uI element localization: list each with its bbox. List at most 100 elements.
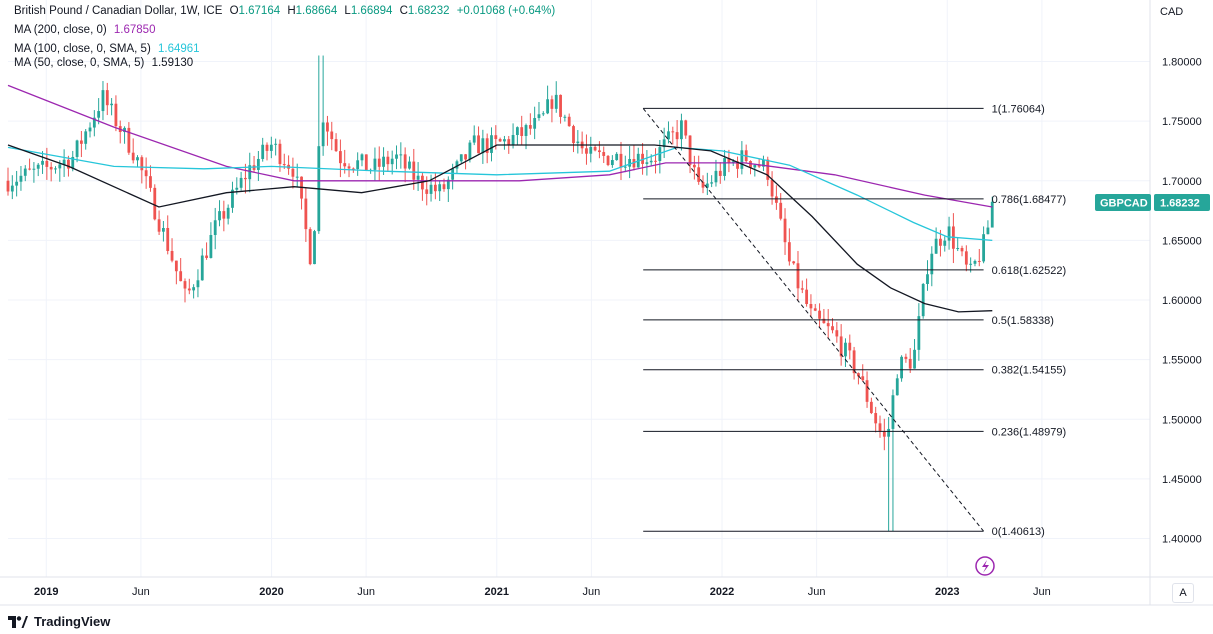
- candle-body: [209, 235, 213, 258]
- x-tick-label: Jun: [132, 586, 150, 598]
- candle-body: [593, 146, 597, 151]
- candle-body: [390, 158, 394, 165]
- candle-body: [563, 116, 567, 118]
- candle-body: [511, 135, 515, 146]
- candle-body: [921, 284, 925, 317]
- candle-body: [844, 342, 847, 357]
- candle-body: [28, 168, 31, 170]
- candle-body: [770, 179, 774, 197]
- legend-change: +0.01068 (+0.64%): [456, 5, 556, 17]
- candle-body: [412, 161, 416, 180]
- ma50-label: MA (50, close, 0, SMA, 5): [14, 57, 145, 69]
- legend-ma50[interactable]: MA (50, close, 0, SMA, 5) 1.59130: [14, 57, 197, 69]
- candle-body: [472, 135, 476, 143]
- legend-ma200[interactable]: MA (200, close, 0) 1.67850: [14, 24, 159, 36]
- y-tick-label: 1.55000: [1162, 355, 1202, 367]
- candle-body: [127, 127, 131, 153]
- candle-body: [710, 182, 714, 184]
- candle-body: [977, 260, 981, 262]
- currency-label: CAD: [1160, 6, 1184, 18]
- candle-body: [727, 158, 731, 164]
- legend-ma100[interactable]: MA (100, close, 0, SMA, 5) 1.64961: [14, 43, 204, 55]
- candle-body: [274, 143, 278, 145]
- candle-body: [723, 158, 726, 176]
- candle-body: [459, 154, 463, 162]
- candle-body: [19, 175, 23, 182]
- candle-body: [92, 117, 96, 128]
- brand-name[interactable]: TradingView: [34, 614, 111, 629]
- events-icon[interactable]: [975, 556, 995, 576]
- candle-body: [41, 160, 44, 165]
- candle-body: [485, 138, 489, 153]
- candle-body: [498, 139, 502, 142]
- candle-body: [67, 159, 70, 169]
- legend-close-label: C: [399, 5, 408, 17]
- candle-body: [351, 168, 355, 170]
- candle-body: [451, 168, 455, 180]
- legend-open-label: O: [229, 5, 239, 17]
- legend-close: 1.68232: [407, 5, 450, 17]
- y-tick-label: 1.75000: [1162, 116, 1202, 128]
- candle-body: [986, 227, 990, 235]
- footer: TradingView: [8, 614, 110, 629]
- fib-level-label: 0.382(1.54155): [992, 365, 1067, 377]
- candle-body: [515, 127, 519, 136]
- candle-body: [416, 175, 420, 180]
- price-tag-symbol-bg: [1095, 194, 1151, 211]
- candle-body: [904, 356, 908, 359]
- x-tick-label: Jun: [1033, 586, 1051, 598]
- candle-body: [671, 131, 675, 133]
- candle-body: [235, 187, 239, 190]
- y-tick-label: 1.50000: [1162, 414, 1202, 426]
- candle-body: [32, 168, 36, 170]
- candle-body: [433, 184, 437, 192]
- y-tick-label: 1.70000: [1162, 176, 1202, 188]
- candle-body: [408, 161, 411, 169]
- candle-body: [84, 131, 88, 144]
- candle-body: [88, 127, 92, 132]
- candle-body: [338, 151, 342, 164]
- candle-body: [861, 376, 865, 381]
- candle-body: [213, 220, 217, 236]
- candle-body: [818, 310, 821, 319]
- candle-body: [602, 152, 606, 156]
- candle-body: [809, 304, 813, 309]
- candle-body: [131, 152, 135, 161]
- fib-level-label: 0(1.40613): [992, 526, 1045, 538]
- candle-body: [179, 271, 183, 282]
- y-tick-label: 1.45000: [1162, 474, 1202, 486]
- candle-body: [200, 255, 204, 281]
- candle-body: [79, 140, 83, 144]
- candle-body: [373, 158, 377, 170]
- candle-body: [231, 189, 234, 208]
- candle-body: [75, 140, 79, 157]
- candle-body: [528, 125, 532, 129]
- candle-body: [144, 170, 148, 177]
- auto-scale-button[interactable]: A: [1172, 583, 1194, 603]
- x-tick-label: 2022: [710, 586, 734, 598]
- candle-body: [395, 154, 398, 159]
- candle-body: [900, 356, 903, 379]
- candle-body: [481, 138, 485, 154]
- candle-body: [110, 103, 114, 106]
- candle-body: [680, 120, 683, 140]
- fib-level-label: 1(1.76064): [992, 103, 1045, 115]
- candle-body: [930, 253, 934, 275]
- candle-body: [645, 162, 649, 164]
- candle-body: [939, 238, 942, 246]
- y-tick-label: 1.40000: [1162, 534, 1202, 546]
- candle-body: [183, 281, 187, 289]
- candle-body: [244, 177, 247, 180]
- candle-body: [256, 158, 260, 170]
- candle-body: [541, 113, 545, 115]
- candle-body: [261, 144, 265, 159]
- price-tag: GBPCAD 1.68232: [1095, 194, 1210, 211]
- candle-body: [6, 180, 10, 192]
- candle-body: [839, 336, 843, 357]
- candle-body: [882, 431, 886, 437]
- legend-symbol: British Pound / Canadian Dollar, 1W, ICE: [14, 5, 223, 17]
- candle-body: [157, 219, 161, 232]
- candle-body: [619, 153, 623, 168]
- candle-body: [205, 255, 208, 258]
